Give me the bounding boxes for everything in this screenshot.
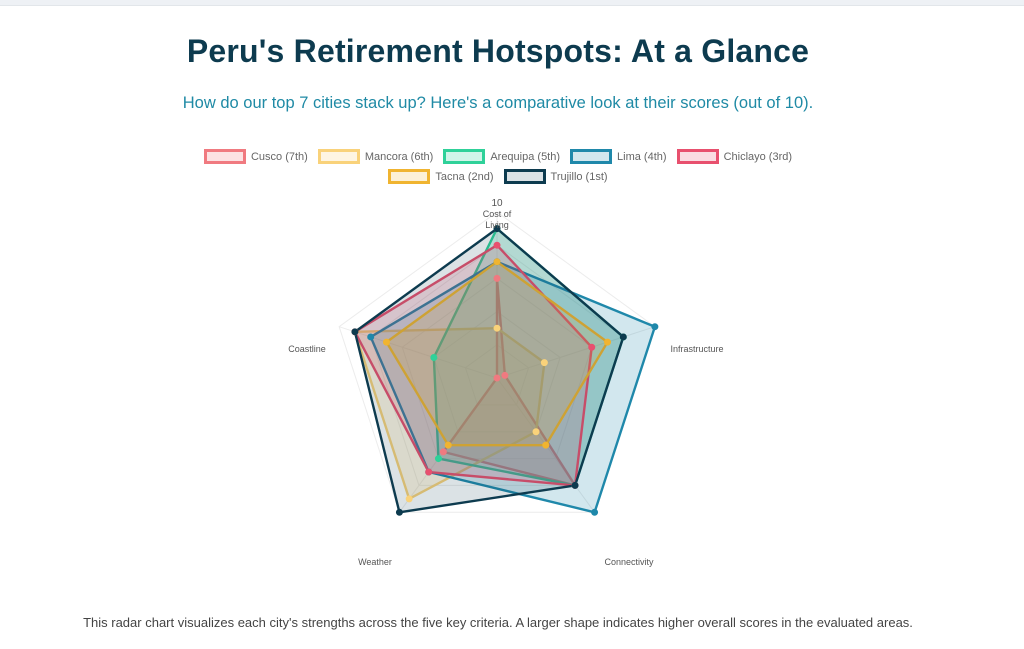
legend-label: Arequipa (5th) — [490, 150, 561, 163]
legend-swatch — [570, 149, 613, 164]
legend-item[interactable]: Arequipa (5th) — [443, 149, 561, 164]
legend-label: Tacna (2nd) — [435, 170, 494, 183]
legend-label: Lima (4th) — [617, 150, 667, 163]
data-point — [351, 328, 359, 336]
legend-label: Trujillo (1st) — [550, 170, 608, 183]
data-point — [651, 323, 659, 331]
axis-spoke — [338, 326, 498, 379]
data-point — [493, 258, 501, 266]
legend-item[interactable]: Mancora (6th) — [317, 149, 434, 164]
data-point — [493, 241, 501, 249]
series-area — [385, 260, 609, 447]
category-label-line: Connectivity — [604, 557, 654, 567]
data-point — [540, 359, 548, 367]
grid-ring — [433, 310, 561, 433]
legend-item[interactable]: Trujillo (1st) — [503, 169, 608, 184]
legend-item[interactable]: Tacna (2nd) — [388, 169, 494, 184]
category-label-line: Coastline — [288, 344, 326, 354]
data-point — [405, 495, 413, 503]
data-point — [532, 428, 540, 436]
data-point — [619, 333, 627, 341]
legend-swatch — [676, 149, 719, 164]
category-label-line: Infrastructure — [670, 344, 723, 354]
category-label: Connectivity — [604, 557, 654, 567]
data-point — [571, 481, 579, 489]
category-label: Coastline — [288, 344, 326, 354]
data-point — [591, 508, 599, 516]
legend-swatch — [317, 149, 360, 164]
legend-item[interactable]: Lima (4th) — [570, 149, 667, 164]
data-point — [367, 333, 375, 341]
tick-label: 10 — [491, 198, 503, 209]
data-point — [425, 468, 433, 476]
legend-swatch — [203, 149, 246, 164]
series-area — [442, 277, 577, 487]
grid-ring — [401, 277, 593, 460]
legend-item[interactable]: Chiclayo (3rd) — [676, 149, 793, 164]
data-point — [439, 448, 447, 456]
data-point — [434, 455, 442, 463]
data-point — [493, 374, 501, 382]
chart-caption: This radar chart visualizes each city's … — [83, 615, 913, 630]
legend-label: Mancora (6th) — [364, 150, 434, 163]
category-label-line: Cost of — [483, 209, 512, 219]
data-point — [493, 225, 501, 233]
legend-swatch — [443, 149, 486, 164]
data-point — [542, 441, 550, 449]
data-point — [395, 508, 403, 516]
page-subtitle: How do our top 7 cities stack up? Here's… — [182, 94, 814, 112]
data-point — [501, 371, 509, 379]
legend-swatch — [503, 169, 546, 184]
data-point — [604, 338, 612, 346]
data-point — [382, 338, 390, 346]
series-area — [353, 227, 625, 514]
category-label: Weather — [358, 557, 392, 567]
data-point — [430, 353, 438, 361]
category-label-line: Living — [485, 220, 509, 230]
category-label: Infrastructure — [670, 344, 723, 354]
legend-item[interactable]: Cusco (7th) — [203, 149, 308, 164]
category-label-line: Weather — [358, 557, 392, 567]
legend-label: Chiclayo (3rd) — [723, 150, 793, 163]
chart-legend: Cusco (7th) Mancora (6th) Arequipa (5th) Li… — [180, 149, 816, 184]
top-bar — [0, 0, 1024, 6]
grid-ring — [464, 344, 530, 406]
data-point — [588, 343, 596, 351]
category-label: Cost of Living — [483, 209, 512, 230]
data-point — [493, 324, 501, 332]
grid-ring — [370, 244, 624, 486]
page-title: Peru's Retirement Hotspots: At a Glance — [186, 33, 810, 69]
series-area — [353, 244, 593, 487]
data-point — [493, 274, 501, 282]
legend-label: Cusco (7th) — [250, 150, 308, 163]
grid-ring — [338, 211, 656, 513]
axis-spoke — [496, 326, 656, 379]
legend-swatch — [388, 169, 431, 184]
data-point — [444, 441, 452, 449]
